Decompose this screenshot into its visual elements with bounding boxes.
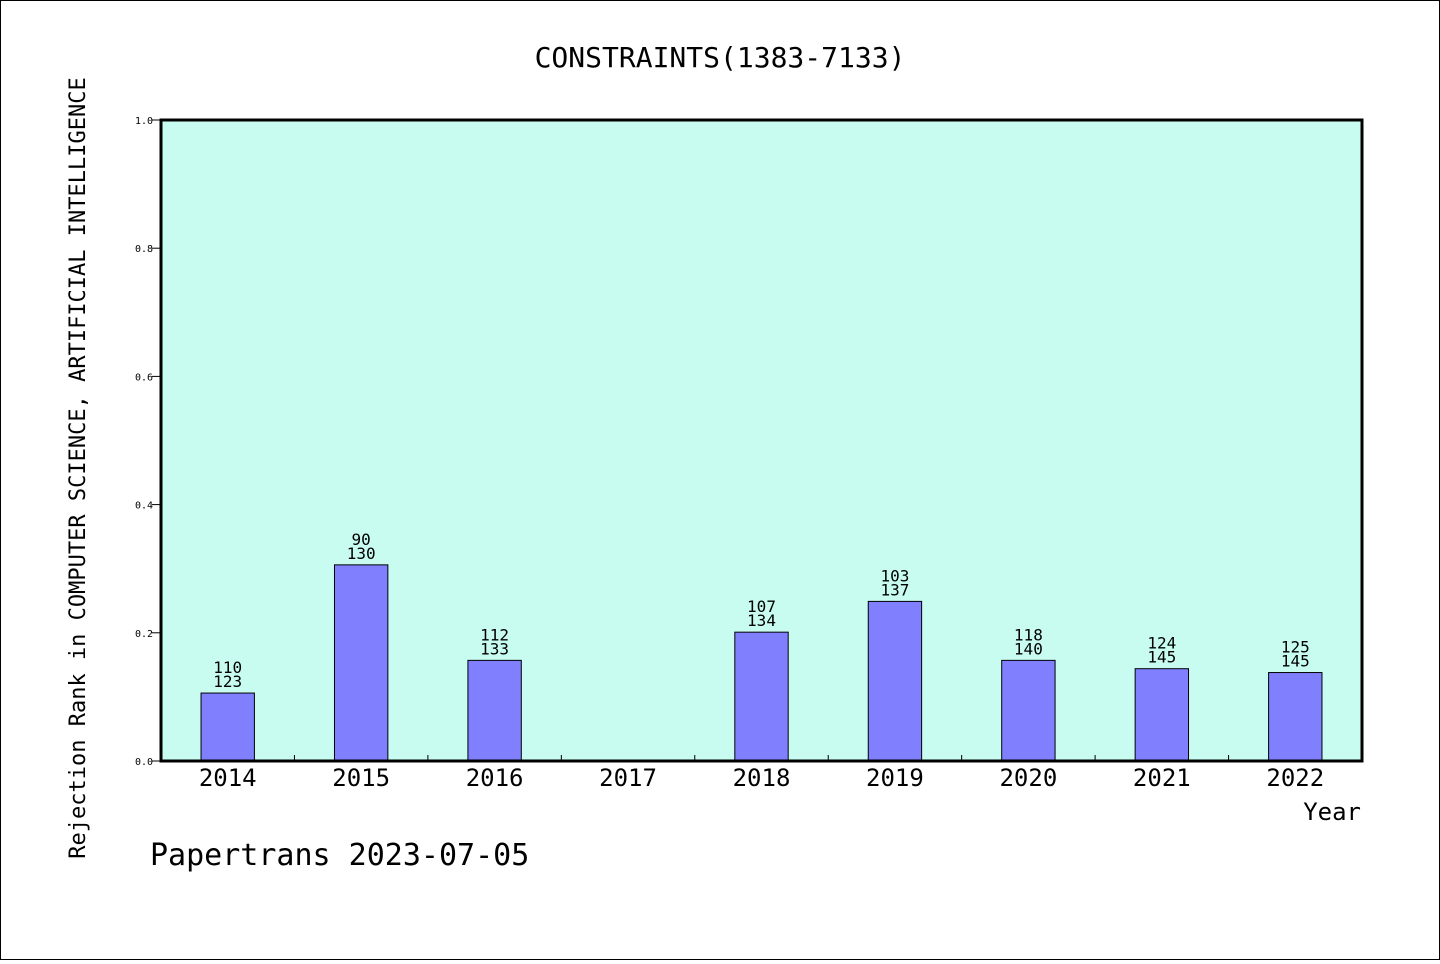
x-tick-label: 2016 <box>466 764 524 792</box>
x-tick-label: 2018 <box>733 764 791 792</box>
data-label-top: 110 <box>213 658 242 677</box>
y-tick-label: 0.6 <box>135 372 153 383</box>
x-axis-label: Year <box>1303 798 1361 826</box>
data-label-bottom: 137 <box>880 580 909 599</box>
y-tick-label: 0.4 <box>135 501 153 512</box>
data-label-bottom: 133 <box>480 639 509 658</box>
data-label-bottom: 123 <box>213 672 242 691</box>
data-label-top: 124 <box>1147 634 1176 653</box>
x-tick-label: 2015 <box>332 764 390 792</box>
x-tick-label: 2014 <box>199 764 257 792</box>
y-tick-label: 0.2 <box>135 629 153 640</box>
data-label-top: 118 <box>1014 625 1043 644</box>
y-tick-label: 0.0 <box>135 757 153 768</box>
bar-2014 <box>200 692 255 762</box>
data-label-top: 112 <box>480 625 509 644</box>
x-tick-label: 2021 <box>1133 764 1191 792</box>
x-tick-label: 2022 <box>1266 764 1324 792</box>
bar-2020 <box>1001 659 1056 762</box>
x-tick-label: 2020 <box>999 764 1057 792</box>
bar-2018 <box>734 631 789 762</box>
data-label-bottom: 145 <box>1281 652 1310 671</box>
data-label-bottom: 140 <box>1014 639 1043 658</box>
bar-2016 <box>467 659 522 762</box>
plot-border <box>159 118 1364 763</box>
data-label-top: 90 <box>352 530 371 549</box>
x-axis: 2014 2015 2016 2017 2018 2019 2020 2021 2022 <box>199 755 1324 792</box>
data-label-bottom: 130 <box>347 544 376 563</box>
chart-title: CONSTRAINTS(1383-7133) <box>535 41 906 74</box>
y-axis-label: Rejection Rank in COMPUTER SCIENCE, ARTI… <box>66 77 91 858</box>
bar-2015 <box>333 564 389 762</box>
data-label-top: 107 <box>747 597 776 616</box>
x-tick-label: 2019 <box>866 764 924 792</box>
data-label-bottom: 145 <box>1147 648 1176 667</box>
y-tick-label: 0.8 <box>135 244 153 255</box>
y-axis: 0.0 0.2 0.4 0.6 0.8 1.0 <box>135 116 161 768</box>
x-tick-label: 2017 <box>599 764 657 792</box>
y-tick-label: 1.0 <box>135 116 153 127</box>
bar-2019 <box>867 600 923 762</box>
bar-2022 <box>1268 672 1323 762</box>
data-label-bottom: 134 <box>747 611 776 630</box>
data-label-top: 103 <box>880 566 909 585</box>
bar-2021 <box>1134 668 1190 762</box>
footer-text: Papertrans 2023-07-05 <box>150 838 529 873</box>
bars-group <box>200 564 1323 762</box>
data-label-top: 125 <box>1281 638 1310 657</box>
